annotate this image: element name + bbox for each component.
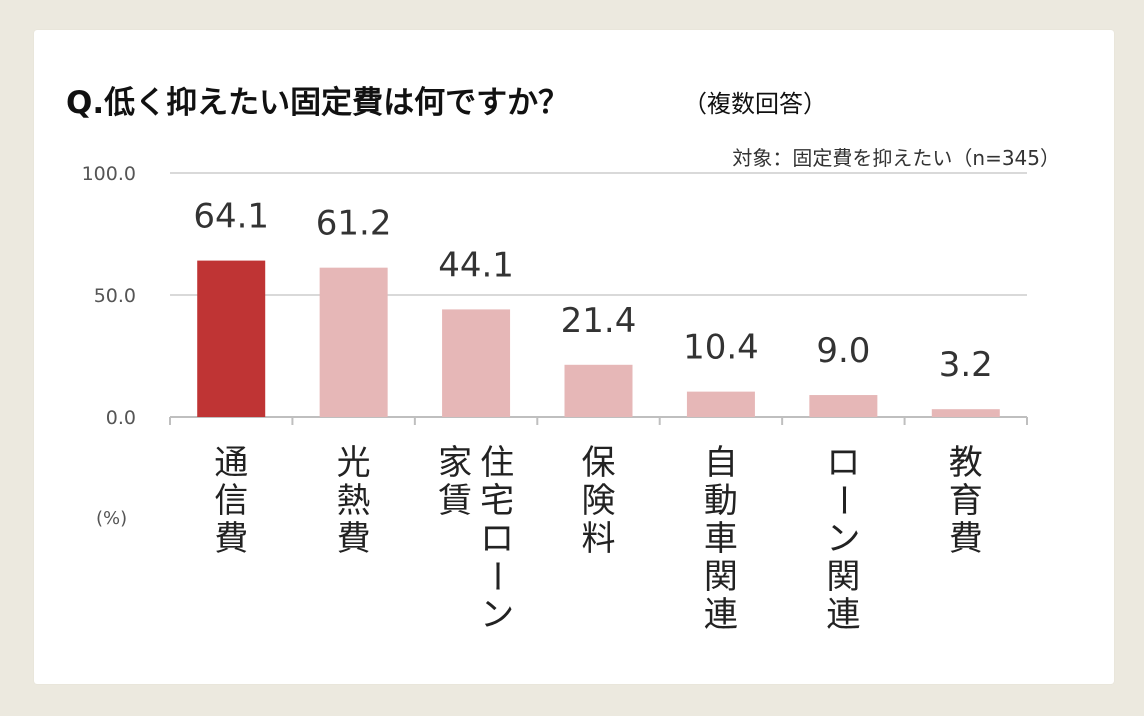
category-char: 自 [704, 443, 738, 483]
value-label: 21.4 [561, 301, 637, 341]
bar [564, 364, 633, 417]
category-char: 住 [480, 443, 514, 483]
value-label: 64.1 [193, 197, 269, 237]
category-char: 家 [438, 443, 472, 483]
bar [319, 267, 388, 417]
category-char: 信 [214, 481, 248, 521]
value-label: 3.2 [939, 345, 993, 385]
category-char: 険 [582, 481, 616, 521]
category-char: ー [476, 559, 516, 593]
bar [931, 409, 1000, 417]
category-char: 費 [214, 519, 248, 559]
bar [809, 395, 878, 417]
category-char: ロ [480, 519, 514, 559]
category-char: 連 [704, 595, 738, 635]
category-char: 育 [949, 481, 983, 521]
unit-label: (%) [96, 508, 127, 529]
category-char: 宅 [480, 481, 514, 521]
category-char: 教 [949, 443, 983, 483]
bar [197, 260, 266, 417]
y-tick-label: 100.0 [82, 163, 136, 185]
bar [442, 309, 511, 417]
value-label: 44.1 [438, 245, 514, 285]
value-label: 10.4 [683, 328, 759, 368]
category-char: ン [480, 595, 514, 635]
category-char: 費 [337, 519, 371, 559]
category-char: ン [826, 519, 860, 559]
category-char: 光 [337, 443, 371, 483]
chart-subtitle: （複数回答） [683, 90, 827, 118]
category-char: 通 [214, 443, 248, 483]
category-char: 関 [826, 557, 860, 597]
category-char: 車 [704, 519, 738, 559]
label-layer: 0.050.0100.064.1通信費61.2光熱費44.1住宅ローン家賃21.… [82, 163, 993, 635]
bar [686, 391, 755, 417]
y-tick-label: 50.0 [94, 285, 136, 307]
bar-layer [197, 260, 1000, 417]
category-char: 料 [582, 519, 616, 559]
y-tick-label: 0.0 [106, 407, 136, 429]
category-char: 賃 [438, 481, 472, 521]
value-label: 9.0 [816, 331, 870, 371]
category-char: 保 [582, 443, 616, 483]
category-char: ロ [826, 443, 860, 483]
value-label: 61.2 [316, 204, 392, 244]
chart-title: Q.低く抑えたい固定費は何ですか？ [66, 85, 569, 121]
sample-note: 対象：固定費を抑えたい（n=345） [732, 146, 1060, 170]
category-char: ー [822, 483, 862, 517]
category-char: 動 [704, 481, 738, 521]
category-char: 費 [949, 519, 983, 559]
category-char: 連 [826, 595, 860, 635]
category-char: 関 [704, 557, 738, 597]
category-char: 熱 [337, 481, 371, 521]
